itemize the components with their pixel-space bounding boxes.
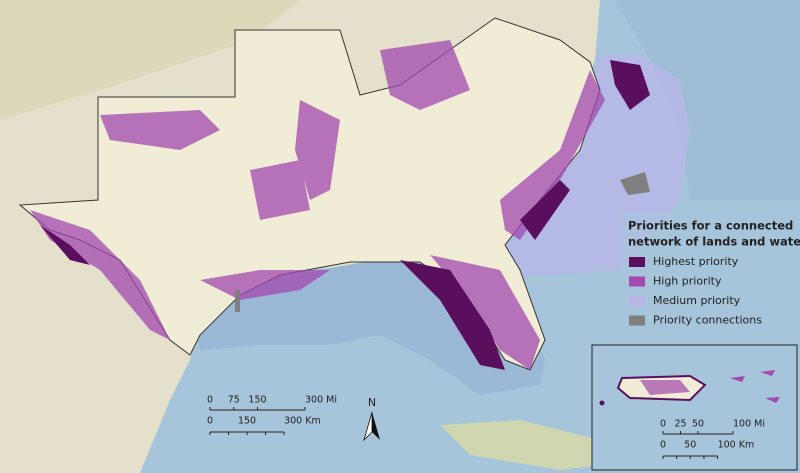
legend: Priorities for a connected network of lan…: [622, 212, 800, 334]
legend-bg: [622, 212, 798, 334]
inset-high: [640, 380, 690, 395]
legend-title: network of lands and waters: [628, 235, 800, 249]
inset: 0 25 50 100 Mi 0 50 100 Km: [591, 344, 798, 471]
legend-swatch: [629, 296, 645, 306]
legend-swatch: [629, 276, 645, 287]
north-arrow: N: [363, 396, 380, 442]
highest-priority-areas: [40, 60, 650, 370]
legend-label: Highest priority: [653, 255, 739, 268]
scale-label: 300 Km: [284, 416, 321, 427]
scale-label: 100 Mi: [733, 419, 765, 430]
scale-label: 50: [684, 440, 696, 451]
arrow-half: [372, 412, 380, 440]
scale-label: 50: [692, 419, 704, 430]
scale-bar: 0 75 150 300 Mi 0 150 300 Km: [207, 395, 337, 435]
priority-connection: [235, 290, 240, 312]
inset-scale-bar: 0 25 50 100 Mi 0 50 100 Km: [660, 419, 765, 459]
scale-label: 0: [207, 395, 213, 406]
scale-label: 100 Km: [718, 440, 755, 451]
scale-label: 300 Mi: [305, 395, 337, 406]
cuba: [440, 420, 640, 470]
atlantic: [615, 0, 800, 200]
north-label: N: [368, 396, 376, 409]
scale-label: 150: [238, 416, 256, 427]
legend-label: Medium priority: [653, 294, 741, 307]
scale-label: 0: [207, 416, 213, 427]
legend-swatch: [629, 257, 645, 267]
legend-label: High priority: [653, 275, 722, 288]
legend-label: Priority connections: [653, 314, 762, 327]
scale-label: 75: [228, 395, 240, 406]
priority-connection: [620, 172, 650, 195]
inset-frame: [591, 344, 798, 471]
legend-title: Priorities for a connected: [628, 219, 793, 233]
scale-label: 0: [660, 440, 666, 451]
scale-label: 0: [660, 419, 666, 430]
land-relief: [0, 0, 300, 120]
legend-swatch: [629, 315, 645, 326]
islands: [730, 370, 780, 403]
arrow-half: [363, 411, 373, 442]
island: [599, 400, 605, 406]
scale-label: 25: [674, 419, 686, 430]
scale-label: 150: [248, 395, 266, 406]
